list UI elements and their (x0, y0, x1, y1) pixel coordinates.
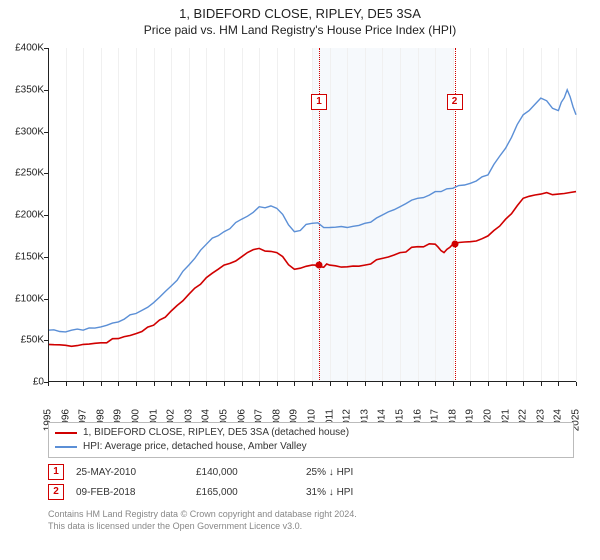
x-tick (101, 382, 102, 386)
x-tick (83, 382, 84, 386)
x-tick (312, 382, 313, 386)
x-axis (48, 381, 576, 382)
gridline (576, 48, 577, 382)
series-subject (48, 192, 576, 347)
footer-line: Contains HM Land Registry data © Crown c… (48, 508, 574, 520)
x-tick (435, 382, 436, 386)
y-tick (44, 382, 48, 383)
legend-item: 1, BIDEFORD CLOSE, RIPLEY, DE5 3SA (deta… (55, 426, 567, 440)
series-hpi (48, 90, 576, 332)
x-tick (206, 382, 207, 386)
legend: 1, BIDEFORD CLOSE, RIPLEY, DE5 3SA (deta… (48, 422, 574, 458)
x-tick (506, 382, 507, 386)
sale-date: 09-FEB-2018 (76, 487, 196, 498)
x-tick (259, 382, 260, 386)
sale-date: 25-MAY-2010 (76, 467, 196, 478)
sale-row-marker: 2 (48, 484, 64, 500)
x-tick (48, 382, 49, 386)
x-tick (277, 382, 278, 386)
y-tick-label: £250K (4, 168, 44, 179)
legend-swatch (55, 432, 77, 434)
sales-table: 1 25-MAY-2010£140,00025% ↓ HPI 2 09-FEB-201… (48, 462, 574, 502)
x-tick (118, 382, 119, 386)
y-tick-label: £0 (4, 377, 44, 388)
x-tick (171, 382, 172, 386)
price-chart: 1995199619971998199920002001200220032004… (48, 48, 576, 382)
legend-label: 1, BIDEFORD CLOSE, RIPLEY, DE5 3SA (deta… (83, 426, 349, 440)
x-tick (453, 382, 454, 386)
y-tick-label: £200K (4, 210, 44, 221)
y-tick-label: £350K (4, 84, 44, 95)
y-tick-label: £50K (4, 335, 44, 346)
sale-price: £140,000 (196, 467, 306, 478)
sale-price: £165,000 (196, 487, 306, 498)
x-tick (541, 382, 542, 386)
sale-row: 2 09-FEB-2018£165,00031% ↓ HPI (48, 482, 574, 502)
sale-row: 1 25-MAY-2010£140,00025% ↓ HPI (48, 462, 574, 482)
x-tick (558, 382, 559, 386)
sale-delta: 25% ↓ HPI (306, 467, 426, 478)
x-tick (242, 382, 243, 386)
x-tick (576, 382, 577, 386)
x-tick (488, 382, 489, 386)
x-tick (294, 382, 295, 386)
y-tick-label: £150K (4, 251, 44, 262)
y-tick-label: £100K (4, 293, 44, 304)
legend-label: HPI: Average price, detached house, Ambe… (83, 440, 307, 454)
y-axis (48, 48, 49, 382)
x-tick (154, 382, 155, 386)
x-tick (347, 382, 348, 386)
legend-swatch (55, 446, 77, 448)
footer: Contains HM Land Registry data © Crown c… (48, 508, 574, 532)
page-title: 1, BIDEFORD CLOSE, RIPLEY, DE5 3SA (0, 0, 600, 21)
x-tick (382, 382, 383, 386)
x-tick (470, 382, 471, 386)
x-tick (330, 382, 331, 386)
x-tick (523, 382, 524, 386)
x-tick (136, 382, 137, 386)
y-tick-label: £400K (4, 43, 44, 54)
sale-row-marker: 1 (48, 464, 64, 480)
footer-line: This data is licensed under the Open Gov… (48, 520, 574, 532)
x-tick (224, 382, 225, 386)
chart-lines (48, 48, 576, 382)
legend-item: HPI: Average price, detached house, Ambe… (55, 440, 567, 454)
x-tick (418, 382, 419, 386)
x-tick (365, 382, 366, 386)
page-subtitle: Price paid vs. HM Land Registry's House … (0, 21, 600, 37)
y-tick-label: £300K (4, 126, 44, 137)
sale-delta: 31% ↓ HPI (306, 487, 426, 498)
x-tick (66, 382, 67, 386)
x-tick (189, 382, 190, 386)
page: 1, BIDEFORD CLOSE, RIPLEY, DE5 3SA Price… (0, 0, 600, 560)
x-tick (400, 382, 401, 386)
